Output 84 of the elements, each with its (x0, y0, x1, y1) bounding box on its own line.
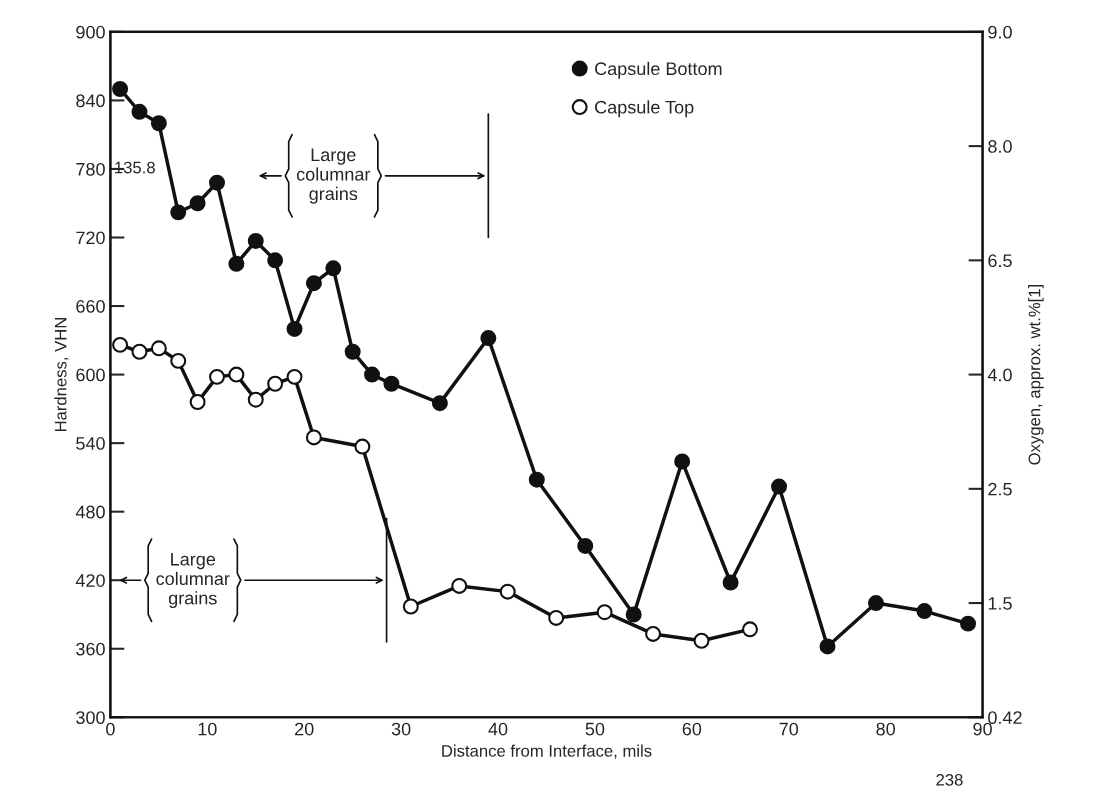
y-tick-label: 720 (76, 231, 105, 245)
point (325, 260, 342, 277)
point (247, 391, 264, 408)
y2-axis-title: Oxygen, approx. wt.%[1] (1028, 284, 1044, 465)
point (189, 394, 206, 410)
point (209, 368, 225, 385)
category-label: 0.42 (988, 711, 1022, 725)
x-axis-title: Distance from Interface, mils (442, 744, 652, 759)
point (112, 81, 129, 97)
legend-label: Capsule Bottom (595, 61, 722, 79)
y-axis-title: Hardness, VHN (54, 318, 69, 432)
category-label: 1.5 (988, 597, 1012, 610)
category-label: 9.0 (988, 25, 1012, 39)
point (344, 343, 361, 360)
point (305, 429, 322, 446)
y-tick-label: 900 (76, 25, 105, 39)
point (150, 340, 167, 357)
point (286, 320, 303, 337)
point (742, 621, 758, 638)
point (596, 604, 613, 621)
ref-line-label: Large columnar grains (296, 148, 371, 204)
point (577, 537, 594, 554)
y-tick-label: 420 (75, 574, 105, 587)
point (480, 330, 497, 347)
point (548, 609, 565, 626)
point (170, 352, 187, 369)
point (267, 375, 284, 392)
point (131, 343, 148, 360)
point (960, 615, 977, 632)
point (112, 336, 129, 353)
annotation: 135.8 (115, 161, 155, 174)
point (645, 625, 662, 642)
point (431, 395, 448, 412)
point (916, 603, 933, 620)
point (693, 632, 710, 649)
y-tick-label: 360 (76, 642, 105, 656)
legend-label: Capsule Top (595, 100, 694, 118)
point (228, 255, 245, 272)
y-tick-label: 480 (75, 505, 105, 519)
point (189, 195, 206, 212)
point (209, 174, 225, 191)
point (402, 598, 419, 615)
point (247, 232, 264, 249)
point (674, 453, 691, 470)
y-tick-label: 780 (76, 162, 105, 176)
x-tick-label: 80 (876, 722, 895, 736)
category-label: 8.0 (988, 140, 1012, 153)
point (364, 366, 381, 383)
point (771, 478, 788, 495)
y-tick-label: 660 (76, 299, 105, 313)
point (722, 574, 739, 591)
ref-line-label: Large columnar grains (156, 553, 230, 609)
x-tick-label: 30 (391, 722, 411, 736)
y-tick-label: 300 (76, 711, 105, 725)
point (228, 366, 245, 383)
point (131, 103, 148, 120)
point (451, 577, 468, 594)
x-tick-label: 50 (585, 722, 605, 736)
point (354, 438, 371, 455)
category-label: 2.5 (988, 482, 1012, 496)
x-tick-label: 70 (779, 722, 799, 736)
x-tick-label: 0 (106, 722, 115, 736)
point (150, 115, 167, 132)
x-tick-label: 60 (682, 722, 702, 736)
point (383, 375, 400, 392)
point (625, 606, 642, 623)
point (867, 595, 884, 612)
point (305, 275, 322, 292)
y-tick-label: 600 (76, 368, 105, 382)
point (267, 252, 284, 269)
x-tick-label: 20 (295, 722, 314, 736)
y-tick-label: 840 (76, 94, 105, 108)
point (499, 583, 516, 600)
x-tick-label: 90 (973, 722, 992, 736)
category-label: 6.5 (988, 254, 1012, 268)
point (819, 638, 836, 655)
point (286, 368, 303, 385)
point (528, 471, 545, 488)
y-tick-label: 540 (76, 437, 105, 450)
x-tick-label: 40 (488, 722, 508, 736)
point (170, 204, 187, 221)
text: 238 (936, 773, 963, 786)
category-label: 4.0 (987, 368, 1012, 382)
x-tick-label: 10 (198, 722, 217, 736)
